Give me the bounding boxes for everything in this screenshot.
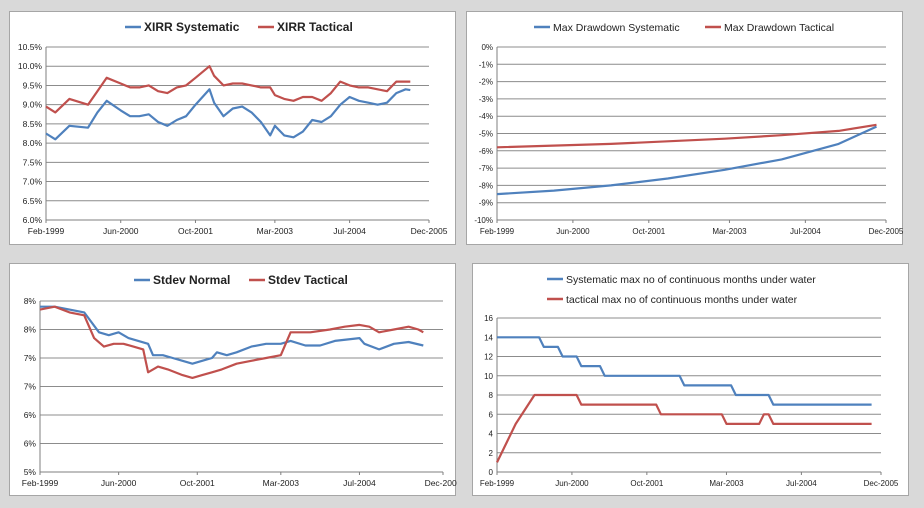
- systematic-series-line: [497, 336, 872, 406]
- y-tick-label: 9.5%: [23, 80, 43, 90]
- x-tick-label: Jul-2004: [343, 478, 376, 488]
- y-tick-label: -7%: [479, 164, 493, 173]
- legend-label: XIRR Tactical: [277, 20, 353, 34]
- x-tick-label: Jul-2004: [333, 226, 366, 236]
- legend-label: Systematic max no of continuous months u…: [566, 274, 816, 286]
- y-tick-label: 5%: [24, 467, 37, 477]
- xirr-chart-panel: 6.0% 6.5% 7.0% 7.5% 8.0% 8.5% 9.0% 9.5% 10.0% 10.…: [9, 11, 456, 245]
- y-tick-label: 7.5%: [23, 157, 43, 167]
- x-tick-label: Feb-1999: [480, 479, 515, 488]
- y-tick-label: 2: [489, 449, 494, 458]
- x-tick-label: Mar-2003: [257, 226, 294, 236]
- legend-label: tactical max no of continuous months und…: [566, 294, 798, 306]
- x-tick-label: Oct-2001: [632, 227, 665, 236]
- x-tick-label: Dec-2005: [869, 227, 904, 236]
- y-tick-label: -3%: [479, 95, 493, 104]
- legend-label: Stdev Normal: [153, 273, 230, 287]
- x-tick-label: Dec-2005: [411, 226, 448, 236]
- y-tick-label: -1%: [479, 60, 493, 69]
- y-tick-label: 8: [489, 391, 494, 400]
- tactical-series-line: [496, 123, 877, 149]
- systematic-series-line: [45, 88, 411, 141]
- x-tick-label: Mar-2003: [709, 479, 744, 488]
- tactical-series-line: [45, 65, 411, 114]
- x-tick-label: Dec-2005: [864, 479, 899, 488]
- stdev-chart-panel: 5% 6% 6% 7% 7% 8% 8% Feb-1999 Jun-2000 Oct-2001 Ma…: [9, 263, 457, 496]
- xirr-chart-svg: 6.0% 6.5% 7.0% 7.5% 8.0% 8.5% 9.0% 9.5% 10.0% 10.…: [18, 20, 448, 236]
- x-tick-label: Oct-2001: [180, 478, 215, 488]
- tactical-series-line: [39, 305, 424, 379]
- legend-label: XIRR Systematic: [144, 20, 240, 34]
- x-tick-label: Oct-2001: [178, 226, 213, 236]
- x-tick-label: Feb-1999: [480, 227, 515, 236]
- y-tick-label: 4: [489, 430, 494, 439]
- y-tick-label: 0: [489, 468, 494, 477]
- systematic-series-line: [496, 125, 877, 196]
- systematic-series-line: [40, 305, 424, 365]
- y-tick-label: 8%: [24, 296, 37, 306]
- y-tick-label: 7%: [24, 353, 37, 363]
- x-tick-label: Jul-2004: [790, 227, 821, 236]
- x-tick-label: Mar-2003: [263, 478, 300, 488]
- y-tick-label: 7%: [24, 382, 37, 392]
- y-tick-label: -10%: [474, 216, 493, 225]
- y-tick-label: 10.5%: [18, 42, 43, 52]
- y-tick-label: 8.5%: [23, 119, 43, 129]
- x-tick-label: Jun-2000: [101, 478, 137, 488]
- y-tick-label: 14: [484, 333, 493, 342]
- x-tick-label: Feb-1999: [22, 478, 59, 488]
- y-tick-label: -2%: [479, 78, 493, 87]
- y-tick-label: 16: [484, 314, 493, 323]
- y-tick-label: 10: [484, 372, 493, 381]
- x-tick-label: Jul-2004: [786, 479, 817, 488]
- y-tick-label: 6: [489, 410, 494, 419]
- tactical-series-line: [496, 393, 872, 463]
- x-tick-label: Feb-1999: [28, 226, 65, 236]
- legend-label: Max Drawdown Tactical: [724, 22, 834, 34]
- y-tick-label: -6%: [479, 147, 493, 156]
- y-tick-label: 6%: [24, 410, 37, 420]
- y-tick-label: 6.0%: [23, 215, 43, 225]
- x-tick-label: Mar-2003: [712, 227, 747, 236]
- max-drawdown-chart-panel: -10% -9% -8% -7% -6% -5% -4% -3% -2% -1% 0% Feb-199…: [466, 11, 904, 245]
- x-tick-label: Jun-2000: [556, 227, 590, 236]
- y-tick-label: 12: [484, 353, 493, 362]
- months-under-water-chart-svg: 0 2 4 6 8 10 12 14 16 Feb-1999 Jun-2000 Oct-2001 Mar…: [480, 274, 899, 488]
- x-tick-label: Jun-2000: [555, 479, 589, 488]
- y-tick-label: 9.0%: [23, 100, 43, 110]
- y-tick-label: 8%: [24, 325, 37, 335]
- y-tick-label: -4%: [479, 112, 493, 121]
- stdev-chart-svg: 5% 6% 6% 7% 7% 8% 8% Feb-1999 Jun-2000 Oct-2001 Ma…: [22, 273, 457, 488]
- x-tick-label: Dec-2005: [425, 478, 457, 488]
- y-tick-label: -8%: [479, 181, 493, 190]
- legend-label: Max Drawdown Systematic: [553, 22, 680, 34]
- x-tick-label: Oct-2001: [630, 479, 663, 488]
- y-tick-label: -9%: [479, 199, 493, 208]
- y-tick-label: 8.0%: [23, 138, 43, 148]
- y-tick-label: 7.0%: [23, 177, 43, 187]
- y-tick-label: 10.0%: [18, 61, 43, 71]
- drawdown-chart-svg: -10% -9% -8% -7% -6% -5% -4% -3% -2% -1% 0% Feb-199…: [474, 22, 904, 236]
- y-tick-label: 6.5%: [23, 196, 43, 206]
- x-tick-label: Jun-2000: [103, 226, 139, 236]
- months-under-water-chart-panel: 0 2 4 6 8 10 12 14 16 Feb-1999 Jun-2000 Oct-2001 Mar…: [472, 263, 909, 496]
- legend-label: Stdev Tactical: [268, 273, 348, 287]
- y-tick-label: -5%: [479, 130, 493, 139]
- y-tick-label: 0%: [481, 43, 493, 52]
- y-tick-label: 6%: [24, 439, 37, 449]
